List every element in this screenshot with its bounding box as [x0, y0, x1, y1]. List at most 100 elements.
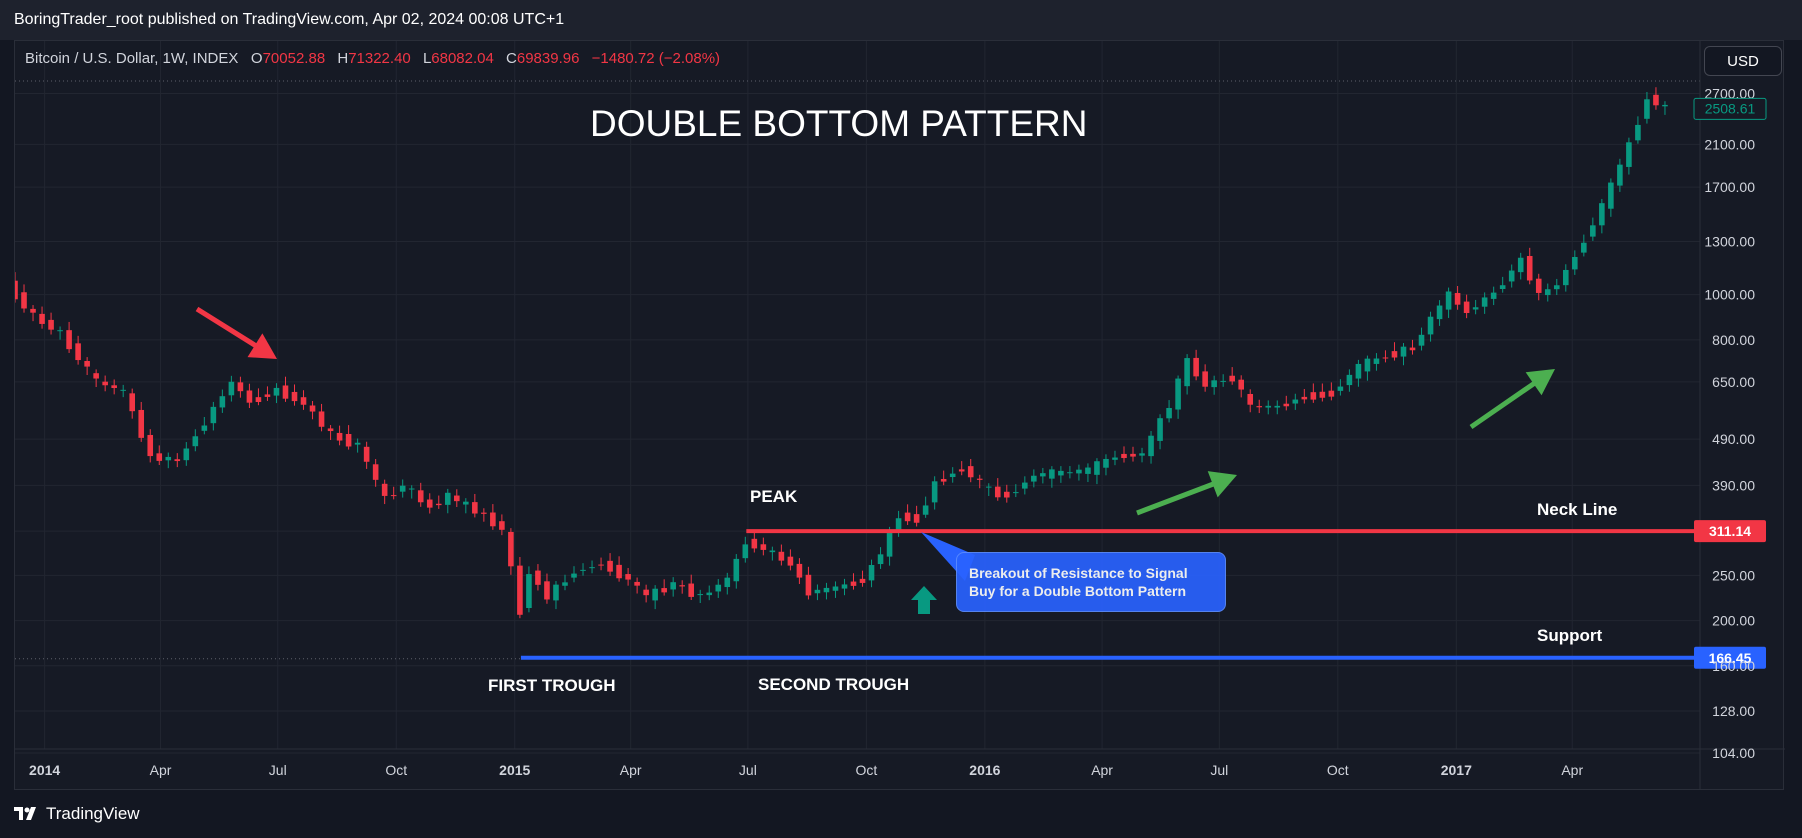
- candle-body: [1003, 491, 1010, 498]
- candle-body: [165, 456, 172, 461]
- x-tick-label: Oct: [385, 762, 407, 778]
- pattern-title: DOUBLE BOTTOM PATTERN: [590, 103, 1088, 144]
- candle-body: [1067, 472, 1073, 474]
- candle-body: [1562, 269, 1569, 286]
- candle-body: [895, 518, 902, 533]
- chart-frame[interactable]: 311.14 166.45 104.00 128.00 160.00 200.00 250.…: [14, 40, 1785, 791]
- x-tick-label: Jul: [269, 762, 287, 778]
- candle-body: [1508, 270, 1515, 282]
- candle-body: [390, 495, 397, 497]
- symbol-legend: Bitcoin / U.S. Dollar, 1W, INDEX O70052.…: [25, 50, 720, 67]
- candle-body: [228, 381, 235, 396]
- candle-body: [1590, 225, 1596, 237]
- candle-body: [1535, 278, 1542, 293]
- y-tick-label: 490.00: [1712, 431, 1755, 447]
- candle-body: [1445, 291, 1452, 310]
- up-trend-arrow: [1136, 471, 1237, 516]
- currency-button[interactable]: USD: [1704, 46, 1782, 76]
- y-tick-label: 128.00: [1712, 703, 1755, 719]
- candle-body: [1490, 292, 1497, 299]
- candle-body: [138, 409, 145, 438]
- candle-body: [1031, 475, 1037, 482]
- current-price-badge: [1693, 97, 1767, 120]
- breakout-up-arrow-icon: [911, 586, 937, 614]
- candle-body: [1355, 363, 1362, 379]
- y-tick-label: 104.00: [1712, 745, 1755, 761]
- open-label: O: [250, 50, 263, 67]
- price-chart[interactable]: 311.14 166.45 104.00 128.00 160.00 200.00 250.…: [15, 41, 1785, 791]
- candle-body: [39, 313, 45, 324]
- candle-body: [1626, 142, 1632, 167]
- candle-body: [48, 319, 54, 330]
- candle-body: [1581, 242, 1587, 253]
- support-label: Support: [1537, 626, 1603, 645]
- candle-body: [940, 479, 947, 482]
- candle-body: [1481, 297, 1488, 307]
- candle-body: [850, 581, 857, 586]
- y-tick-label: 160.00: [1712, 658, 1755, 674]
- candle-body: [1328, 390, 1335, 397]
- candle-body: [652, 588, 658, 601]
- x-tick-label: Apr: [150, 762, 172, 778]
- candle-body: [958, 469, 965, 472]
- candle-body: [300, 397, 307, 405]
- current-price-label: 2508.61: [1705, 100, 1756, 116]
- candle-body: [1572, 257, 1578, 270]
- candle-body: [408, 488, 415, 490]
- candle-body: [1256, 406, 1263, 408]
- candle-body: [508, 531, 514, 567]
- candle-body: [751, 538, 758, 549]
- candle-body: [1310, 392, 1317, 400]
- candle-body: [1274, 405, 1281, 408]
- candle-body: [562, 582, 568, 586]
- candle-body: [1454, 293, 1461, 305]
- candle-body: [1463, 301, 1470, 314]
- candle-body: [273, 387, 280, 396]
- candle-body: [796, 563, 803, 578]
- up-trend-arrow: [1469, 369, 1555, 430]
- candle-body: [553, 584, 559, 601]
- x-tick-label: Jul: [739, 762, 757, 778]
- candle-body: [607, 560, 613, 572]
- breakout-callout: Breakout of Resistance to Signal Buy for…: [956, 552, 1226, 612]
- second-trough-label: SECOND TROUGH: [758, 675, 910, 694]
- candle-body: [715, 584, 722, 592]
- level-price-badge: [1694, 520, 1766, 543]
- candle-body: [1617, 164, 1623, 186]
- candle-body: [1022, 482, 1028, 489]
- candle-body: [201, 425, 208, 431]
- candle-body: [1238, 379, 1245, 390]
- candle-body: [444, 492, 451, 505]
- candle-body: [877, 554, 884, 565]
- candle-body: [535, 570, 541, 585]
- y-tick-label: 2700.00: [1704, 85, 1755, 101]
- candle-body: [778, 551, 785, 561]
- candle-body: [679, 585, 685, 587]
- candle-body: [787, 556, 794, 566]
- level-price-label: 166.45: [1709, 650, 1752, 666]
- candle-body: [580, 569, 586, 571]
- candle-body: [1112, 457, 1118, 460]
- candle-body: [769, 550, 776, 553]
- candle-body: [183, 448, 190, 461]
- candle-body: [1130, 453, 1136, 457]
- low-label: L: [422, 50, 432, 67]
- candle-body: [1283, 403, 1290, 407]
- x-tick-label: Apr: [1561, 762, 1583, 778]
- candle-body: [327, 428, 334, 432]
- candle-body: [1157, 418, 1163, 441]
- candle-body: [1427, 316, 1434, 335]
- candle-body: [435, 503, 442, 506]
- candle-body: [814, 589, 821, 594]
- change-value: −1480.72 (−2.08%): [591, 50, 721, 67]
- tradingview-brand[interactable]: TradingView: [14, 804, 140, 824]
- candle-body: [760, 544, 767, 550]
- candle-body: [616, 564, 622, 579]
- candle-body: [904, 512, 911, 522]
- close-label: C: [506, 50, 517, 67]
- candle-body: [264, 394, 271, 397]
- candle-body: [868, 565, 875, 581]
- candle-body: [84, 360, 90, 367]
- candle-body: [481, 512, 487, 514]
- candle-body: [922, 505, 929, 515]
